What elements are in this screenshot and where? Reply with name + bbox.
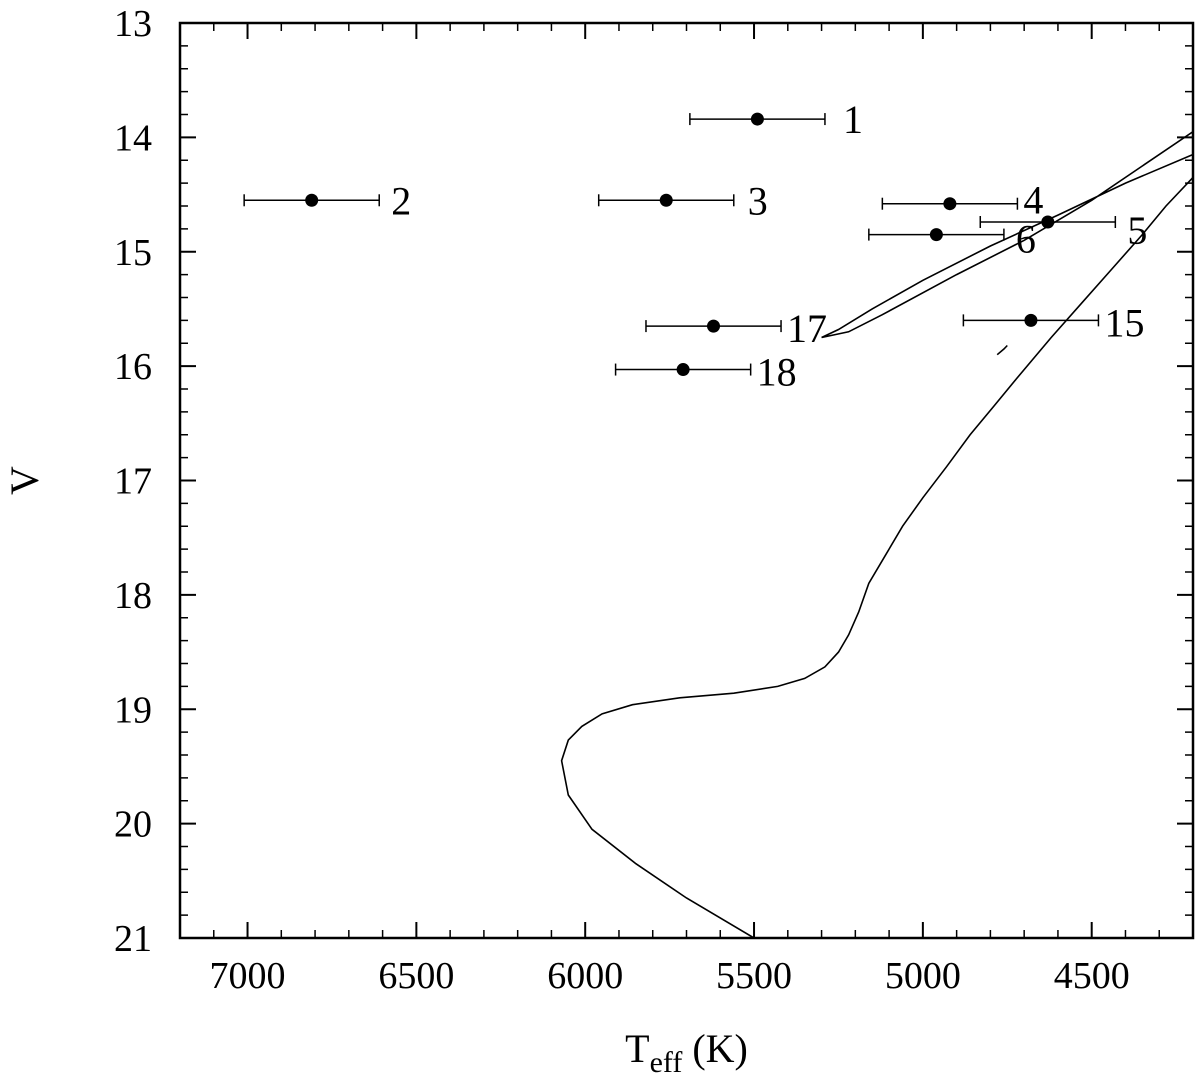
tick-labels: 7000 6500 6000 5500 5000 45001314151617181920… [114, 3, 1130, 997]
point-label: 4 [1023, 178, 1043, 223]
y-tick-label: 18 [114, 575, 152, 617]
x-tick-label: 4500 [1054, 955, 1130, 997]
data-point [929, 228, 943, 242]
y-tick-label: 14 [114, 117, 152, 159]
x-tick-label: 5500 [716, 955, 792, 997]
data-point [1041, 215, 1055, 229]
x-axis-label-subscript: eff [650, 1046, 683, 1079]
point-label: 3 [748, 178, 768, 223]
data-point [1024, 313, 1038, 327]
plot-frame [178, 21, 1195, 940]
x-tick-label: 6500 [378, 955, 454, 997]
point-label: 15 [1104, 300, 1144, 345]
isochrone-kink [996, 344, 1008, 356]
data-point [676, 363, 690, 377]
point-label: 5 [1127, 208, 1147, 253]
x-axis-label: Teff (K) [625, 1026, 748, 1079]
y-tick-label: 20 [114, 804, 152, 846]
x-tick-label: 7000 [210, 955, 286, 997]
point-label: 6 [1016, 217, 1036, 262]
data-point [750, 112, 764, 126]
y-tick-label: 19 [114, 689, 152, 731]
y-axis-label: V [2, 466, 47, 495]
point-label: 2 [391, 178, 411, 223]
x-axis-label-main: T [625, 1026, 649, 1071]
giant-branch-line [821, 131, 1193, 339]
point-label: 1 [843, 97, 863, 142]
point-label: 17 [787, 306, 827, 351]
point-label: 18 [757, 350, 797, 395]
data-point [305, 193, 319, 207]
x-tick-label: 6000 [547, 955, 623, 997]
data-point [707, 319, 721, 333]
y-tick-label: 16 [114, 346, 152, 388]
isochrone-curves [560, 131, 1193, 938]
y-tick-label: 15 [114, 232, 152, 274]
axis-ticks [179, 22, 1194, 939]
x-axis-label-unit: (K) [682, 1026, 748, 1071]
y-tick-label: 21 [114, 918, 152, 960]
y-tick-label: 13 [114, 3, 152, 45]
x-tick-label: 5000 [885, 955, 961, 997]
data-point [943, 197, 957, 211]
isochrone-line [560, 176, 1193, 938]
y-tick-label: 17 [114, 461, 152, 503]
data-point [659, 193, 673, 207]
